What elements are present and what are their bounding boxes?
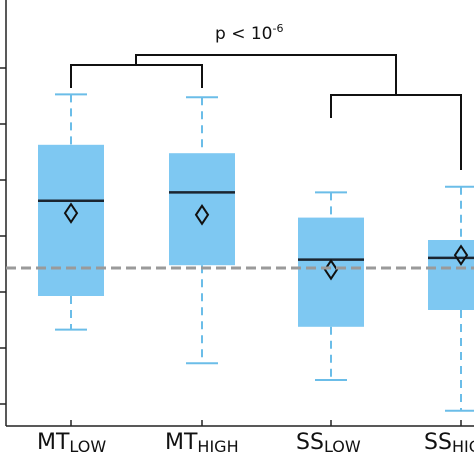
p-value-exponent: -6 bbox=[272, 22, 284, 35]
x-tick-label-ss-low: SSLOW bbox=[296, 430, 361, 456]
x-tick-label-mt-high: MTHIGH bbox=[165, 430, 239, 456]
box-1-iqr bbox=[169, 153, 235, 266]
box-2-iqr bbox=[298, 217, 364, 327]
box-3-iqr bbox=[428, 240, 474, 310]
box-1-mean-marker bbox=[194, 203, 210, 226]
x-tick-label-mt-low: MTLOW bbox=[37, 430, 107, 456]
box-3-mean-marker bbox=[453, 244, 469, 266]
x-tick-label-ss-high: SSHIGH bbox=[424, 430, 474, 456]
box-0-mean-marker bbox=[63, 202, 79, 224]
bracket-top bbox=[135, 54, 397, 95]
bracket-ss bbox=[330, 94, 462, 170]
p-value-prefix: p < 10 bbox=[215, 24, 273, 44]
bracket-mt bbox=[70, 64, 203, 88]
p-value-annotation: p < 10-6 bbox=[215, 22, 283, 44]
